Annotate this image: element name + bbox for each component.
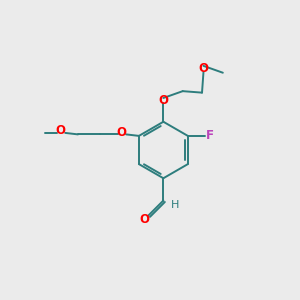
Text: O: O (140, 213, 150, 226)
Text: O: O (199, 62, 208, 75)
Text: H: H (171, 200, 179, 210)
Text: O: O (117, 125, 127, 139)
Text: F: F (206, 129, 214, 142)
Text: O: O (158, 94, 168, 107)
Text: O: O (56, 124, 66, 137)
